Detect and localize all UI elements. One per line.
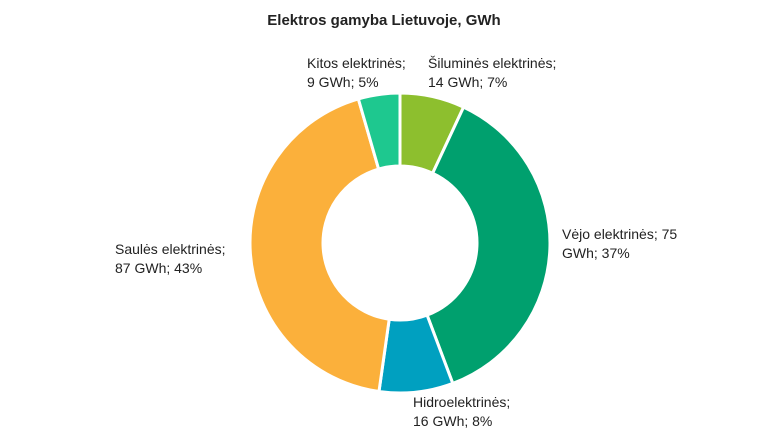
slice-label-line: Hidroelektrinės; [413,394,511,410]
donut-slice-3 [248,97,391,394]
slice-label-line: Šiluminės elektrinės; [428,55,557,71]
slice-label-line: 87 GWh; 43% [115,260,203,276]
slice-label-line: 16 GWh; 8% [413,413,493,429]
slice-label-line: 14 GWh; 7% [428,74,508,90]
slice-label-line: Saulės elektrinės; [115,241,226,257]
slice-label-kitos: Kitos elektrinės; 9 GWh; 5% [307,54,406,92]
donut-slice-1 [425,105,552,386]
slice-label-hidro: Hidroelektrinės; 16 GWh; 8% [413,393,510,431]
slice-label-line: Vėjo elektrinės; 75 [562,226,678,242]
slice-label-line: GWh; 37% [562,245,630,261]
slice-label-saules: Saulės elektrinės; 87 GWh; 43% [115,240,226,278]
slice-label-vejo: Vėjo elektrinės; 75 GWh; 37% [562,225,677,263]
donut-slice-4 [356,91,402,171]
chart-title: Elektros gamyba Lietuvoje, GWh [267,12,501,29]
slice-label-line: 9 GWh; 5% [307,74,379,90]
slice-label-silumines: Šiluminės elektrinės; 14 GWh; 7% [428,54,556,92]
slice-label-line: Kitos elektrinės; [307,55,406,71]
